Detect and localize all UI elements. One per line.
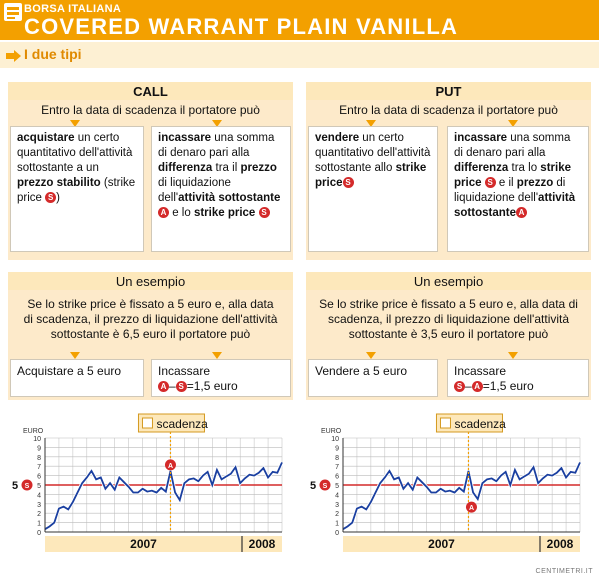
y-tick-label: 4: [335, 492, 339, 499]
put-example-label: Un esempio: [306, 272, 591, 292]
x-period-label: 2007: [130, 537, 157, 551]
y-tick-label: 7: [335, 464, 339, 471]
y-tick-label: 7: [37, 464, 41, 471]
put-example-sell: Vendere a 5 euro: [308, 359, 438, 397]
y-tick-label: 3: [335, 502, 339, 509]
header-banner: [0, 0, 599, 40]
strike-icon: S: [258, 207, 270, 219]
period-bar: [45, 536, 282, 552]
asset-icon: A: [158, 381, 169, 393]
y-tick-label: 10: [33, 436, 41, 443]
y-tick-label: 9: [37, 445, 41, 452]
y-axis-label: EURO: [321, 428, 342, 435]
call-label: CALL: [8, 82, 293, 102]
put-caption: Entro la data di scadenza il portatore p…: [339, 103, 558, 117]
y-tick-label: 5: [335, 483, 339, 490]
arrow-down-icon: [70, 120, 80, 127]
brand-name: BORSA ITALIANA: [24, 3, 122, 15]
put-example-cash: Incassare S – A =1,5 euro: [447, 359, 589, 397]
call-buy-box: acquistare un certo quantitativo dell'at…: [10, 126, 144, 252]
price-line: [44, 462, 283, 530]
y-tick-label: 3: [37, 502, 41, 509]
arrow-down-icon: [366, 120, 376, 127]
call-example-label: Un esempio: [8, 272, 293, 292]
y-tick-label: 0: [37, 530, 41, 537]
y-tick-label: 1: [335, 521, 339, 528]
put-label: PUT: [306, 82, 591, 102]
strike-icon: S: [454, 381, 465, 393]
calendar-icon: [439, 417, 451, 429]
arrow-down-icon: [366, 352, 376, 359]
x-period-label: 2008: [249, 537, 276, 551]
asset-icon: A: [471, 381, 483, 393]
y-tick-label: 2: [335, 511, 339, 518]
calendar-icon: [141, 417, 153, 429]
footer-credit: CENTIMETRI.IT: [535, 568, 593, 575]
y-tick-label: 10: [331, 436, 339, 443]
y-tick-label: 5: [37, 483, 41, 490]
y-tick-label: 0: [335, 530, 339, 537]
arrow-right-icon: [6, 49, 22, 67]
y-tick-label: 6: [335, 474, 339, 481]
price-line-halo: [342, 461, 582, 531]
strike-icon: S: [484, 177, 496, 189]
y-tick-label: 8: [335, 455, 339, 462]
x-period-label: 2008: [547, 537, 574, 551]
call-cash-box: incassare una somma di denaro pari alla …: [151, 126, 291, 252]
expiry-label: scadenza: [156, 417, 208, 431]
strike-icon: [319, 479, 331, 491]
call-example-buy: Acquistare a 5 euro: [10, 359, 144, 397]
price-line-halo: [44, 461, 284, 531]
call-caption: Entro la data di scadenza il portatore p…: [41, 103, 260, 117]
price-line: [342, 462, 581, 530]
strike-icon-letter: S: [323, 483, 328, 490]
y-tick-label: 1: [37, 521, 41, 528]
y-tick-label: 8: [37, 455, 41, 462]
arrow-down-icon: [508, 352, 518, 359]
period-bar: [343, 536, 580, 552]
call-example-cash: Incassare A – S =1,5 euro: [151, 359, 291, 397]
strike-icon: S: [45, 192, 57, 204]
brand-logo: [4, 3, 22, 21]
asset-icon: [465, 501, 477, 513]
asset-icon-letter: A: [168, 463, 173, 470]
strike-value-label: 5: [12, 480, 18, 492]
strike-icon: S: [175, 381, 187, 393]
y-tick-label: 6: [37, 474, 41, 481]
asset-icon: A: [158, 207, 169, 219]
y-tick-label: 9: [335, 445, 339, 452]
arrow-down-icon: [70, 352, 80, 359]
arrow-down-icon: [212, 352, 222, 359]
section-bar: [0, 42, 599, 68]
strike-value-label: 5: [310, 480, 316, 492]
arrow-down-icon: [212, 120, 222, 127]
put-cash-box: incassare una somma di denaro pari alla …: [447, 126, 589, 252]
x-period-label: 2007: [428, 537, 455, 551]
asset-icon-letter: A: [469, 505, 474, 512]
expiry-label: scadenza: [454, 417, 506, 431]
strike-icon-letter: S: [25, 483, 30, 490]
asset-icon: [164, 459, 176, 471]
section-title: I due tipi: [24, 46, 82, 62]
y-axis-label: EURO: [23, 428, 44, 435]
asset-icon: A: [515, 207, 527, 219]
strike-icon: [21, 479, 33, 491]
arrow-down-icon: [508, 120, 518, 127]
strike-icon: S: [342, 177, 354, 189]
call-example-text: Se lo strike price è fissato a 5 euro e,…: [23, 297, 278, 341]
page-title: COVERED WARRANT PLAIN VANILLA: [24, 14, 459, 39]
y-tick-label: 4: [37, 492, 41, 499]
y-tick-label: 2: [37, 511, 41, 518]
put-sell-box: vendere un certo quantitativo dell'attiv…: [308, 126, 438, 252]
expiry-tag: [137, 413, 205, 433]
put-example-text: Se lo strike price è fissato a 5 euro e,…: [319, 297, 578, 341]
expiry-tag: [435, 413, 503, 433]
